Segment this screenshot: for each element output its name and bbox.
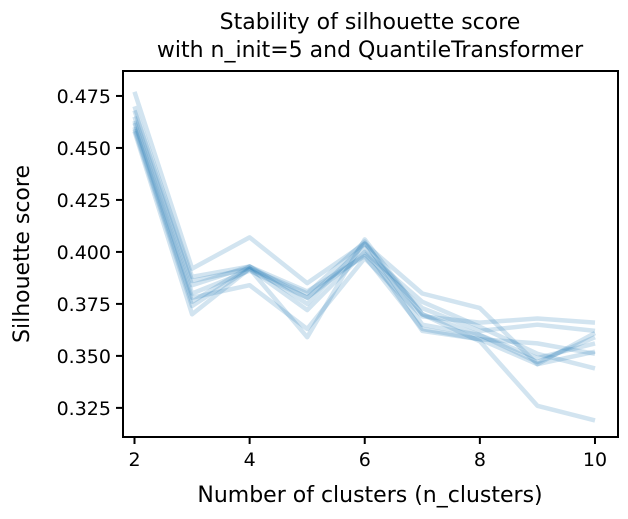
x-tick-label: 4 <box>244 449 256 471</box>
y-tick-label: 0.350 <box>57 346 111 368</box>
series-line-8 <box>132 128 596 371</box>
y-tick-label: 0.375 <box>57 294 111 316</box>
y-axis-label: Silhouette score <box>10 165 35 343</box>
x-tick-label: 8 <box>474 449 486 471</box>
chart-title-line-1: Stability of silhouette score <box>220 10 521 35</box>
series-line-6 <box>132 122 596 332</box>
series-line-5 <box>132 120 596 357</box>
series-line-1 <box>132 91 597 367</box>
x-tick-label: 6 <box>359 449 371 471</box>
series-line-7 <box>132 126 596 334</box>
plot-frame <box>122 70 619 438</box>
x-axis-label: Number of clusters (n_clusters) <box>197 483 542 508</box>
series-line-3 <box>132 109 596 361</box>
x-tick-label: 10 <box>583 449 607 471</box>
y-tick-label: 0.325 <box>57 398 111 420</box>
series-line-2 <box>132 105 596 365</box>
y-tick-label: 0.475 <box>57 86 111 108</box>
y-axis-ticks: 0.325 0.350 0.375 0.400 0.425 0.450 0.475 <box>57 86 123 420</box>
series-line-4 <box>132 115 596 367</box>
x-tick-label: 2 <box>128 449 140 471</box>
y-tick-label: 0.425 <box>57 190 111 212</box>
y-tick-label: 0.450 <box>57 138 111 160</box>
y-tick-label: 0.400 <box>57 242 111 264</box>
series-lines <box>132 91 597 423</box>
chart-title-line-2: with n_init=5 and QuantileTransformer <box>157 38 584 63</box>
x-axis-ticks: 2 4 6 8 10 <box>128 437 607 471</box>
series-line-9 <box>132 130 596 423</box>
